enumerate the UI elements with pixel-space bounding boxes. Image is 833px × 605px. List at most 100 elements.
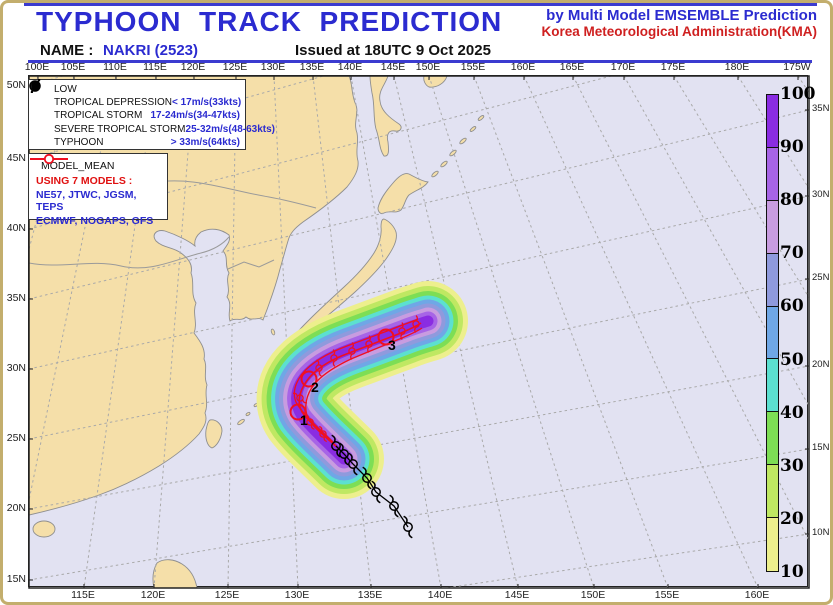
- map-border: [28, 75, 810, 589]
- legend-speed: > 33m/s(64kts): [170, 136, 240, 148]
- forecast-day-numbers: 1 2 3: [300, 337, 396, 428]
- kuril-islands: [431, 115, 485, 178]
- ensemble-envelope-left: [293, 318, 419, 443]
- colorbar-segment-60: [767, 253, 778, 307]
- header-agency: Korea Meteorological Administration(KMA): [541, 24, 817, 40]
- axis-label: 30N: [812, 189, 830, 200]
- map-canvas: 1 2 3: [28, 75, 810, 589]
- typhoon-icon: [30, 79, 51, 149]
- axis-label: 130E: [284, 589, 310, 601]
- colorbar-label: 80: [780, 190, 804, 211]
- axis-label: 15N: [6, 573, 26, 585]
- forecast-track: [289, 314, 423, 451]
- severe-tropical-storm-icon: [31, 79, 51, 136]
- axis-label: 125E: [222, 61, 248, 73]
- axis-label: 25N: [812, 272, 830, 283]
- colorbar-segment-70: [767, 200, 778, 254]
- colorbar-label: 10: [780, 562, 804, 582]
- storm-name-value: NAKRI (2523): [103, 42, 199, 59]
- axis-label: 125E: [214, 589, 240, 601]
- axis-label: 165E: [559, 61, 585, 73]
- parallel-line: [29, 365, 809, 510]
- day-number-2: 2: [311, 379, 319, 395]
- axis-label: 175W: [783, 61, 811, 73]
- meridian-line: [473, 76, 669, 588]
- colorbar-label: 20: [780, 508, 804, 529]
- tropical-depression-icon: [29, 80, 51, 110]
- colorbar-label: 30: [780, 455, 804, 476]
- page-title: TYPHOON TRACK PREDICTION: [36, 6, 503, 37]
- axis-label: 140E: [427, 589, 453, 601]
- colorbar-label: 90: [780, 137, 804, 158]
- axis-label: 35N: [812, 103, 830, 114]
- axis-label: 35N: [6, 292, 26, 304]
- parallel-line: [442, 533, 809, 588]
- axis-label: 110E: [103, 61, 127, 73]
- axis-label: 120E: [180, 61, 206, 73]
- observed-track: [324, 434, 420, 539]
- legend-label: LOW: [54, 84, 77, 96]
- axis-label: 100E: [24, 61, 50, 73]
- meridian-line: [572, 76, 809, 542]
- legend-row: TROPICAL STORM 17-24m/s(34-47kts): [31, 79, 241, 123]
- parallel-line: [29, 195, 809, 370]
- island-hokkaido: [377, 173, 429, 215]
- colorbar-label: 70: [780, 243, 804, 264]
- axis-label: 25N: [6, 432, 26, 444]
- legend-label: SEVERE TROPICAL STORM: [54, 123, 186, 135]
- axis-label: 160E: [744, 589, 770, 601]
- colorbar-segment-20: [767, 465, 778, 518]
- axis-label: 30N: [6, 362, 26, 374]
- legend-row: SEVERE TROPICAL STORM 25-32m/s(48-63kts): [31, 79, 275, 136]
- parallel-line: [29, 109, 809, 300]
- axis-label: 180E: [724, 61, 750, 73]
- meridian-line: [523, 76, 759, 588]
- colorbar-segment-10: [767, 518, 778, 571]
- colorbar-segment-40: [767, 359, 778, 413]
- axis-label: 150E: [580, 589, 606, 601]
- legend-row: TROPICAL DEPRESSION < 17m/s(33kts): [29, 80, 242, 110]
- legend-speed: 25-32m/s(48-63kts): [185, 123, 276, 135]
- tropical-storm-icon: [31, 79, 51, 123]
- meridian-line: [312, 76, 372, 588]
- axis-label: 115E: [71, 589, 95, 601]
- header-right-block: by Multi Model EMSEMBLE Prediction Korea…: [541, 7, 817, 40]
- island-sakhalin: [369, 76, 402, 157]
- axis-label: 45N: [6, 152, 26, 164]
- axis-label: 120E: [140, 589, 166, 601]
- issued-timestamp: Issued at 18UTC 9 Oct 2025: [295, 42, 491, 59]
- axis-label: 130E: [260, 61, 286, 73]
- island-luzon: [152, 559, 198, 588]
- axis-label: 145E: [504, 589, 530, 601]
- legend-label: TROPICAL DEPRESSION: [54, 97, 172, 109]
- colorbar-segment-50: [767, 306, 778, 360]
- island-hainan: [32, 520, 56, 538]
- meridian-line: [737, 76, 809, 190]
- top-blue-rule: [24, 3, 817, 6]
- model-mean-line: [298, 322, 422, 447]
- colorbar-label: 50: [780, 349, 804, 370]
- storm-name-label: NAME :: [40, 42, 94, 59]
- axis-label: 50N: [6, 79, 26, 91]
- storm-category-legend: LOW TROPICAL DEPRESSION < 17m/s(33kts) T…: [28, 79, 275, 150]
- forecast-day-circles: [289, 328, 395, 421]
- colorbar-segment-90: [767, 95, 778, 148]
- colorbar-segment-30: [767, 412, 778, 466]
- axis-label: 155E: [460, 61, 486, 73]
- legend-label: TYPHOON: [54, 136, 104, 148]
- axis-label: 160E: [510, 61, 536, 73]
- axis-label: 15N: [812, 442, 830, 453]
- axis-label: 20N: [6, 502, 26, 514]
- axis-label: 150E: [415, 61, 441, 73]
- legend-row: LOW: [29, 80, 240, 96]
- models-list-line1: NE57, JTWC, JGSM, TEPS: [36, 189, 137, 213]
- landmass-top-right: [423, 76, 448, 88]
- meridian-line: [83, 76, 157, 588]
- island-taiwan: [205, 419, 223, 449]
- axis-label: 140E: [337, 61, 363, 73]
- legend-speed: < 17m/s(33kts): [172, 97, 242, 109]
- legend-speed: 17-24m/s(34-47kts): [150, 110, 241, 122]
- colorbar-label: 60: [780, 296, 804, 317]
- map-area: 1 2 3: [28, 75, 816, 589]
